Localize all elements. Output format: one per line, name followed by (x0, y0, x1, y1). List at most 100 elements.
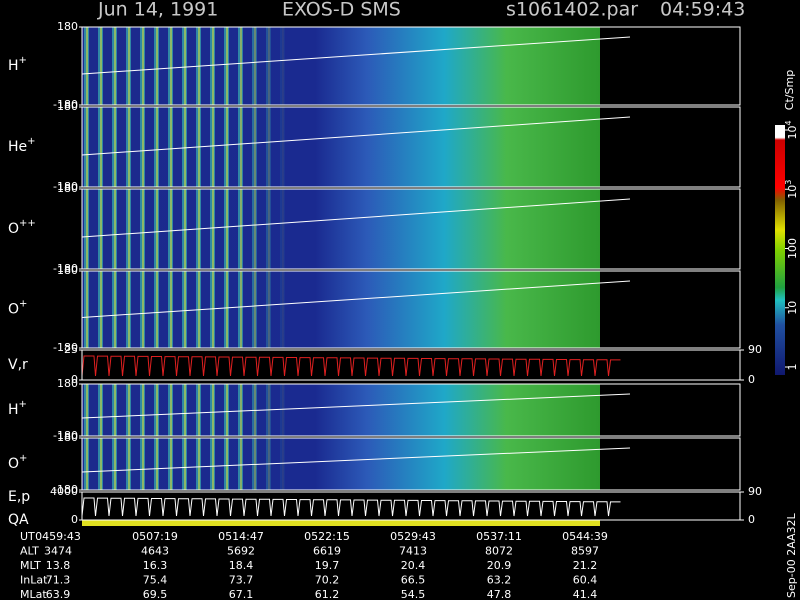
row-label: ALT (20, 545, 39, 558)
table-cell: 69.5 (143, 588, 168, 600)
y-tick-label: 180 (57, 20, 78, 33)
colorbar-tick-label: 10 (786, 301, 799, 315)
panel-name: H (8, 402, 19, 418)
time: 04:59:43 (660, 0, 745, 21)
table-cell: 60.4 (573, 574, 598, 587)
panel-name: O (8, 456, 19, 472)
title: Jun 14, 1991 (97, 0, 218, 21)
panel-name: O (8, 302, 19, 318)
table-cell: 3474 (44, 545, 72, 558)
table-cell: 63.9 (46, 588, 71, 600)
tick-exponent: 4 (784, 120, 793, 125)
trace (81, 497, 621, 517)
y-tick-label: 4000 (50, 485, 78, 498)
file: s1061402.par (506, 0, 638, 21)
row-label: MLT (20, 559, 41, 572)
table-cell: 71.3 (46, 574, 71, 587)
y2-tick-label: 90 (748, 343, 762, 356)
table-cell: 0537:11 (476, 530, 522, 543)
y-tick-label: 180 (57, 264, 78, 277)
tick-exponent: 3 (784, 180, 793, 185)
panel-frame (81, 26, 741, 106)
table-cell: 41.4 (573, 588, 598, 600)
y-tick-label: 180 (57, 100, 78, 113)
panel-frame (81, 270, 741, 349)
panel-charge: ++ (19, 218, 36, 229)
colorbar-tick-label: 100 (786, 238, 799, 259)
y-tick-label: -180 (53, 180, 78, 193)
row-label: InLat (20, 574, 48, 587)
y-tick-label: 180 (57, 182, 78, 195)
tick-value: 100 (786, 238, 799, 259)
panel-label: E,p (8, 489, 30, 505)
panel-name: O (8, 221, 19, 237)
trace (81, 355, 621, 377)
spectrogram-stripes (82, 438, 600, 490)
spectrogram-stripes (82, 189, 600, 269)
panel-frame (81, 349, 741, 381)
table-cell: 0529:43 (390, 530, 436, 543)
pitch-trace (81, 393, 631, 419)
table-cell: 70.2 (315, 574, 340, 587)
table-cell: 54.5 (401, 588, 426, 600)
tick-value: 10 (786, 301, 799, 315)
panel-charge: + (19, 299, 27, 310)
panel-frame (81, 491, 741, 521)
y-tick-label: -180 (53, 429, 78, 442)
table-cell: 67.1 (229, 588, 254, 600)
pitch-trace (81, 447, 631, 473)
spectrogram-stripes (82, 107, 600, 187)
table-cell: 75.4 (143, 574, 168, 587)
panel-name: H (8, 58, 19, 74)
table-cell: 4643 (141, 545, 169, 558)
spectrogram-stripes (82, 384, 600, 436)
panel-frame (81, 383, 741, 437)
panel-label: H+ (8, 399, 27, 418)
table-cell: 21.2 (573, 559, 598, 572)
colorbar-tick-label: 103 (784, 180, 800, 199)
pitch-trace (81, 280, 631, 318)
y2-tick-label: 0 (748, 373, 755, 386)
table-cell: 20.9 (487, 559, 512, 572)
y-tick-label: -180 (53, 262, 78, 275)
pitch-trace (81, 116, 631, 156)
table-cell: 20.4 (401, 559, 426, 572)
panel-name: V,r (8, 357, 28, 373)
panel-label: O++ (8, 218, 36, 237)
panel-sublabel: QA (8, 512, 29, 528)
panel-name: E,p (8, 489, 30, 505)
panel-charge: + (27, 136, 35, 147)
row-label: MLat (20, 588, 47, 600)
table-cell: 66.5 (401, 574, 426, 587)
y-tick-label: 0 (71, 373, 78, 386)
panel-frame (81, 106, 741, 188)
y2-tick-label: 90 (748, 485, 762, 498)
table-cell: 7413 (399, 545, 427, 558)
colorbar-tick-label: 1 (786, 364, 799, 371)
table-cell: 19.7 (315, 559, 340, 572)
table-cell: 47.8 (487, 588, 512, 600)
table-cell: 0514:47 (218, 530, 264, 543)
row-label: UT (20, 530, 35, 543)
panel-frame (81, 188, 741, 270)
y2-tick-label: 0 (748, 513, 755, 526)
table-cell: 13.8 (46, 559, 71, 572)
table-cell: 0544:39 (562, 530, 608, 543)
table-cell: 61.2 (315, 588, 340, 600)
tick-base: 10 (786, 126, 799, 140)
footnote: Sep-00 2AA32L (785, 512, 798, 598)
instrument: EXOS-D SMS (282, 0, 401, 21)
panel-charge: + (19, 453, 27, 464)
y-tick-label: -180 (53, 98, 78, 111)
table-cell: 0507:19 (132, 530, 178, 543)
y-tick-label: 0 (71, 513, 78, 526)
y-tick-label: 25 (64, 343, 78, 356)
spectrogram-stripes (82, 271, 600, 348)
table-cell: 18.4 (229, 559, 254, 572)
y-tick-label: 180 (57, 377, 78, 390)
colorbar (775, 125, 785, 375)
panel-label: V,r (8, 357, 28, 373)
colorbar-label: Ct/Smp (783, 70, 796, 110)
